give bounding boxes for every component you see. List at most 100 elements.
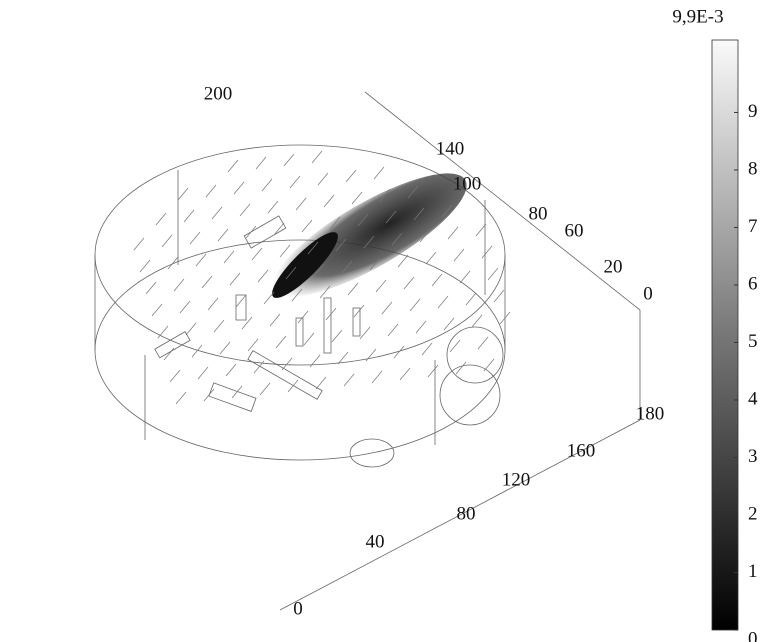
arrow xyxy=(296,198,306,210)
arrow xyxy=(472,315,482,327)
arrow xyxy=(290,176,300,188)
axis-tick-label: 160 xyxy=(567,440,596,461)
arrow xyxy=(164,348,174,360)
arrow xyxy=(226,364,236,376)
arrow xyxy=(360,327,370,339)
arrow xyxy=(426,252,436,264)
arrow xyxy=(268,201,278,213)
axis-tick-label: 180 xyxy=(636,403,665,424)
arrow xyxy=(494,290,504,302)
arrow xyxy=(398,255,408,267)
arrow xyxy=(410,299,420,311)
arrow xyxy=(310,355,320,367)
arrow xyxy=(454,249,464,261)
arrow xyxy=(252,248,262,260)
arrow xyxy=(288,380,298,392)
box xyxy=(248,351,322,400)
arrow xyxy=(190,232,200,244)
arrow xyxy=(460,271,470,283)
arrow xyxy=(316,377,326,389)
colorbar-tick-label: 6 xyxy=(748,273,758,294)
arrow xyxy=(450,340,460,352)
arrow xyxy=(234,182,244,194)
arrow xyxy=(260,383,270,395)
arrow xyxy=(176,392,186,404)
arrow xyxy=(186,323,196,335)
arrow xyxy=(174,279,184,291)
arrow xyxy=(432,274,442,286)
arrow xyxy=(228,160,238,172)
arrow xyxy=(264,292,274,304)
arrow xyxy=(302,220,312,232)
arrow xyxy=(242,317,252,329)
arrow xyxy=(198,367,208,379)
arrow xyxy=(422,343,432,355)
arrow xyxy=(214,320,224,332)
arrow xyxy=(162,235,172,247)
arrow xyxy=(484,359,494,371)
arrow xyxy=(158,326,168,338)
arrow xyxy=(134,238,144,250)
arrow xyxy=(262,179,272,191)
arrow xyxy=(482,246,492,258)
axis-tick-label: 0 xyxy=(293,598,303,619)
arrow xyxy=(248,339,258,351)
arrow xyxy=(146,282,156,294)
axis-tick-label: 80 xyxy=(457,503,476,524)
colorbar-tick-label: 0 xyxy=(748,628,758,642)
arrow xyxy=(372,371,382,383)
arrow xyxy=(204,389,214,401)
colorbar-tick-label: 8 xyxy=(748,158,758,179)
arrow xyxy=(184,210,194,222)
column xyxy=(353,308,360,336)
arrow xyxy=(258,270,268,282)
axis-tick-label: 20 xyxy=(604,256,623,277)
column xyxy=(324,298,331,353)
arrow xyxy=(240,204,250,216)
arrow xyxy=(374,167,384,179)
arrow xyxy=(332,330,342,342)
arrow xyxy=(230,273,240,285)
arrow xyxy=(218,229,228,241)
circle xyxy=(440,365,500,425)
arrow xyxy=(206,185,216,197)
figure: 9,9E-3 012345678902060801001402000408012… xyxy=(0,0,763,642)
axis-tick-label: 120 xyxy=(502,469,531,490)
arrow xyxy=(400,368,410,380)
axis-tick-label: 60 xyxy=(565,220,584,241)
colorbar-tick-label: 7 xyxy=(748,216,758,237)
arrow xyxy=(312,151,322,163)
arrow xyxy=(488,268,498,280)
axis-tick-label: 0 xyxy=(643,283,653,304)
arrow xyxy=(180,301,190,313)
arrow xyxy=(478,337,488,349)
colorbar-tick-label: 9 xyxy=(748,101,758,122)
arrow xyxy=(438,296,448,308)
arrow xyxy=(270,314,280,326)
arrow xyxy=(354,305,364,317)
arrow xyxy=(236,295,246,307)
arrow xyxy=(178,188,188,200)
arrow xyxy=(376,280,386,292)
arrow xyxy=(366,349,376,361)
colorbar-tick-label: 3 xyxy=(748,446,758,467)
arrow xyxy=(428,365,438,377)
colorbar xyxy=(712,40,738,630)
arrow xyxy=(274,223,284,235)
arrow xyxy=(220,342,230,354)
arrow xyxy=(352,192,362,204)
colorbar-tick-label: 1 xyxy=(748,561,758,582)
arrow xyxy=(304,333,314,345)
arrow xyxy=(156,213,166,225)
arrow xyxy=(348,283,358,295)
arrow xyxy=(280,245,290,257)
arrow xyxy=(284,154,294,166)
colorbar-tick-label: 2 xyxy=(748,503,758,524)
arrow xyxy=(476,224,486,236)
arrow xyxy=(324,195,334,207)
arrow xyxy=(344,374,354,386)
arrow xyxy=(208,298,218,310)
arrow xyxy=(416,321,426,333)
arrow xyxy=(140,260,150,272)
arrow xyxy=(346,170,356,182)
